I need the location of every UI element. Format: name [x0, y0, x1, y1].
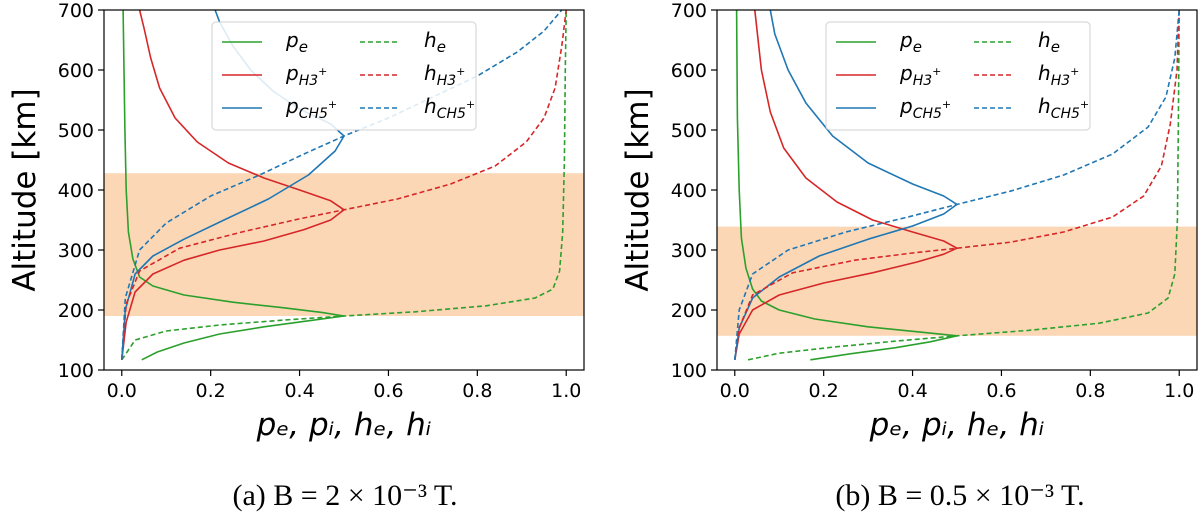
- y-tick-label: 100: [58, 360, 94, 382]
- x-tick-label: 1.0: [1164, 380, 1194, 402]
- y-tick-label: 300: [671, 240, 707, 262]
- y-tick-label: 400: [671, 180, 707, 202]
- legend-label: he: [1038, 28, 1060, 56]
- panel-caption: (b) B = 0.5 × 10⁻³ T.: [835, 479, 1084, 512]
- y-tick-label: 200: [671, 300, 707, 322]
- highlight-band: [104, 173, 584, 316]
- y-tick-label: 700: [58, 0, 94, 22]
- x-tick-label: 0.0: [720, 380, 750, 402]
- series-line-4: [734, 9, 1180, 360]
- y-tick-label: 500: [671, 120, 707, 142]
- y-tick-label: 500: [58, 120, 94, 142]
- series-line-0: [735, 9, 958, 361]
- legend-label: pCH5+: [899, 94, 951, 122]
- series-line-0: [122, 9, 345, 361]
- x-tick-label: 0.8: [462, 380, 492, 402]
- legend-label: hH3+: [1038, 61, 1079, 89]
- y-tick-label: 700: [671, 0, 707, 22]
- legend: pe pH3+ pCH5+ he hH3+ hCH5+: [211, 21, 477, 131]
- legend-label: hCH5+: [1038, 94, 1089, 122]
- x-tick-label: 0.8: [1075, 380, 1105, 402]
- y-axis-label: Altitude [km]: [7, 88, 43, 291]
- legend-label: pH3+: [899, 61, 941, 89]
- x-axis-label: pₑ, pᵢ, hₑ, hᵢ: [256, 407, 432, 443]
- legend-label: hCH5+: [424, 94, 475, 122]
- x-tick-label: 0.4: [897, 380, 927, 402]
- x-tick-label: 0.2: [809, 380, 839, 402]
- y-tick-label: 600: [58, 60, 94, 82]
- chart-panel-b: 0.0 0.2 0.4 0.6 0.8 1.0 100 200 300 400 500 600 700 A…: [620, 0, 1198, 512]
- chart-panel-a: 0.0 0.2 0.4 0.6 0.8 1.0 100 200 300 400 500 600 700 A…: [7, 0, 585, 512]
- x-tick-label: 0.4: [284, 380, 314, 402]
- highlight-band: [717, 226, 1197, 336]
- legend-label: pe: [899, 28, 922, 56]
- legend-label: pCH5+: [285, 94, 337, 122]
- series-line-3: [747, 9, 1180, 361]
- legend-label: pH3+: [285, 61, 327, 89]
- series-line-1: [734, 9, 958, 360]
- legend-box: [825, 21, 1091, 131]
- series-line-4: [121, 9, 567, 360]
- y-tick-label: 400: [58, 180, 94, 202]
- y-tick-label: 300: [58, 240, 94, 262]
- y-tick-label: 600: [671, 60, 707, 82]
- legend-label: he: [424, 28, 446, 56]
- series-line-1: [121, 9, 345, 360]
- x-tick-label: 0.6: [373, 380, 403, 402]
- series-line-3: [121, 9, 567, 361]
- y-tick-label: 100: [671, 360, 707, 382]
- legend-label: pe: [285, 28, 308, 56]
- legend-box: [211, 21, 477, 131]
- y-axis-label: Altitude [km]: [620, 88, 656, 291]
- x-tick-label: 0.0: [107, 380, 137, 402]
- y-tick-label: 200: [58, 300, 94, 322]
- legend-label: hH3+: [424, 61, 465, 89]
- panel-caption: (a) B = 2 × 10⁻³ T.: [232, 479, 457, 512]
- legend: pe pH3+ pCH5+ he hH3+ hCH5+: [825, 21, 1091, 131]
- x-tick-label: 0.2: [196, 380, 226, 402]
- x-axis-label: pₑ, pᵢ, hₑ, hᵢ: [869, 407, 1045, 443]
- x-tick-label: 1.0: [551, 380, 581, 402]
- x-tick-label: 0.6: [986, 380, 1016, 402]
